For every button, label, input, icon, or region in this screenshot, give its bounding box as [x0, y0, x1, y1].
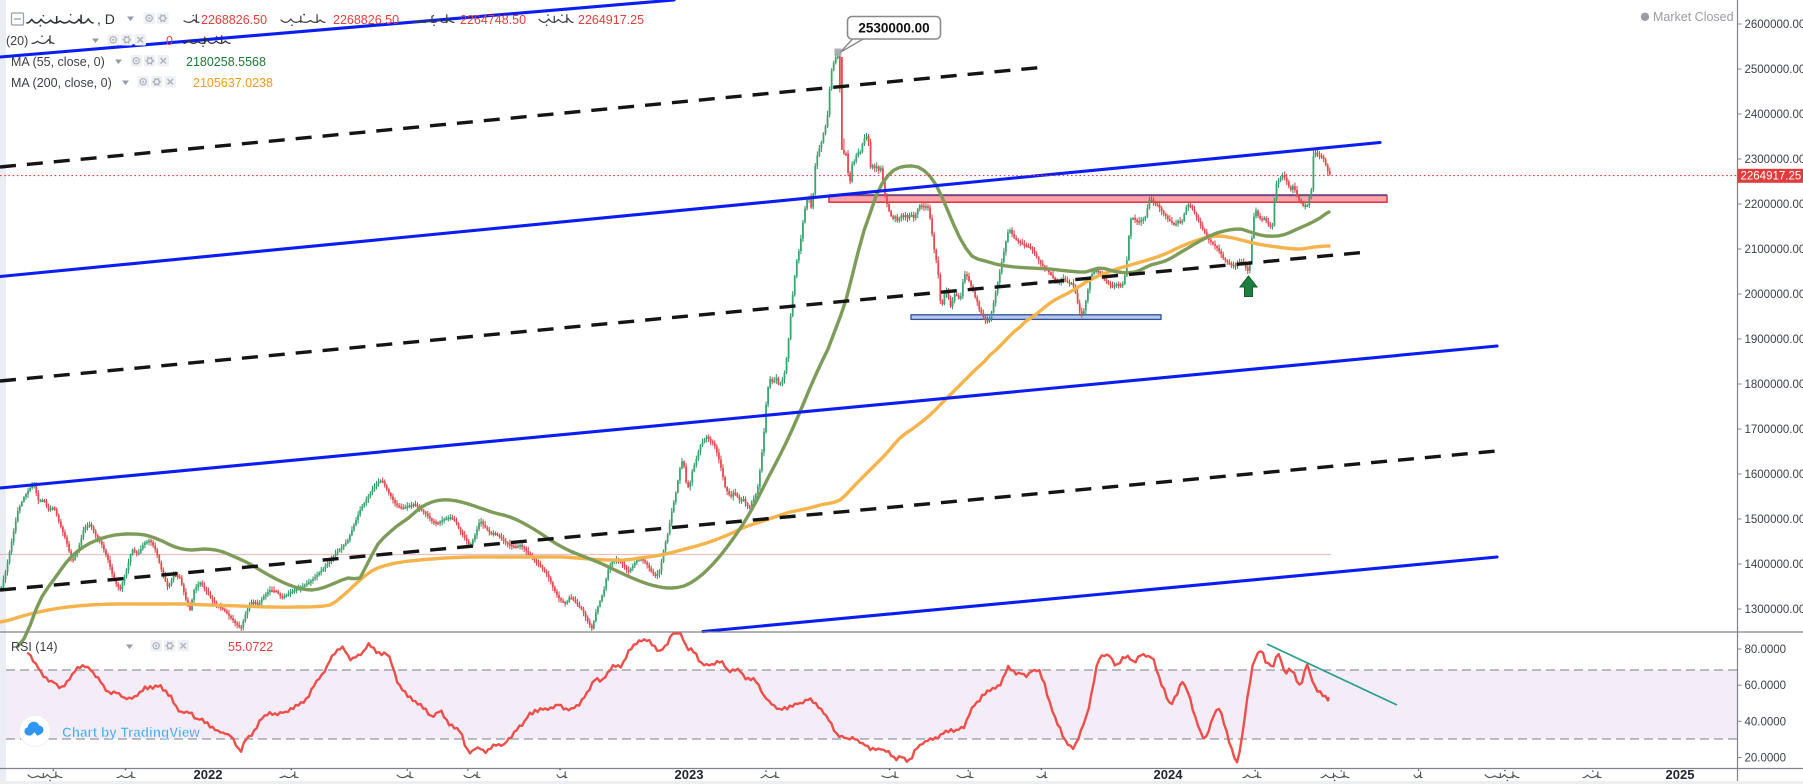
svg-text:1500000.00: 1500000.00 — [1745, 514, 1803, 526]
svg-text:1400000.00: 1400000.00 — [1745, 559, 1803, 571]
svg-text:80.0000: 80.0000 — [1745, 644, 1787, 656]
svg-text:55.0722: 55.0722 — [228, 640, 273, 654]
svg-text:2268826.50: 2268826.50 — [333, 13, 399, 27]
svg-text:1900000.00: 1900000.00 — [1745, 334, 1803, 346]
svg-text:2264917.25: 2264917.25 — [578, 13, 644, 27]
svg-text:2180258.5568: 2180258.5568 — [186, 55, 266, 69]
svg-text:Market Closed: Market Closed — [1653, 10, 1734, 24]
svg-text:MA (200, close, 0): MA (200, close, 0) — [11, 76, 112, 90]
svg-text:2023: 2023 — [675, 767, 704, 782]
svg-text:1700000.00: 1700000.00 — [1745, 424, 1803, 436]
svg-text:2024: 2024 — [1154, 767, 1184, 782]
svg-text:2268826.50: 2268826.50 — [201, 13, 267, 27]
svg-text:2264917.25: 2264917.25 — [1741, 171, 1802, 183]
svg-text:2600000.00: 2600000.00 — [1745, 19, 1803, 31]
svg-text:2300000.00: 2300000.00 — [1745, 154, 1803, 166]
svg-text:2500000.00: 2500000.00 — [1745, 64, 1803, 76]
svg-text:(20): (20) — [6, 34, 28, 48]
svg-text:1300000.00: 1300000.00 — [1745, 604, 1803, 616]
svg-text:40.0000: 40.0000 — [1745, 716, 1787, 728]
svg-text:, D: , D — [97, 11, 115, 27]
svg-text:2025: 2025 — [1666, 767, 1695, 782]
svg-text:2400000.00: 2400000.00 — [1745, 109, 1803, 121]
svg-text:1800000.00: 1800000.00 — [1745, 379, 1803, 391]
svg-text:2200000.00: 2200000.00 — [1745, 199, 1803, 211]
svg-text:1600000.00: 1600000.00 — [1745, 469, 1803, 481]
svg-text:MA (55, close, 0): MA (55, close, 0) — [11, 55, 105, 69]
svg-text:2000000.00: 2000000.00 — [1745, 289, 1803, 301]
svg-text:60.0000: 60.0000 — [1745, 680, 1787, 692]
svg-text:2264748.50: 2264748.50 — [460, 13, 526, 27]
svg-text:2105637.0238: 2105637.0238 — [193, 76, 273, 90]
svg-text:20.0000: 20.0000 — [1745, 752, 1787, 764]
svg-text:Chart by TradingView: Chart by TradingView — [62, 725, 200, 740]
svg-text:2530000.00: 2530000.00 — [858, 21, 929, 36]
svg-text:0: 0 — [166, 34, 173, 48]
svg-text:2022: 2022 — [194, 767, 223, 782]
svg-text:2100000.00: 2100000.00 — [1745, 244, 1803, 256]
svg-text:RSI (14): RSI (14) — [11, 640, 58, 654]
